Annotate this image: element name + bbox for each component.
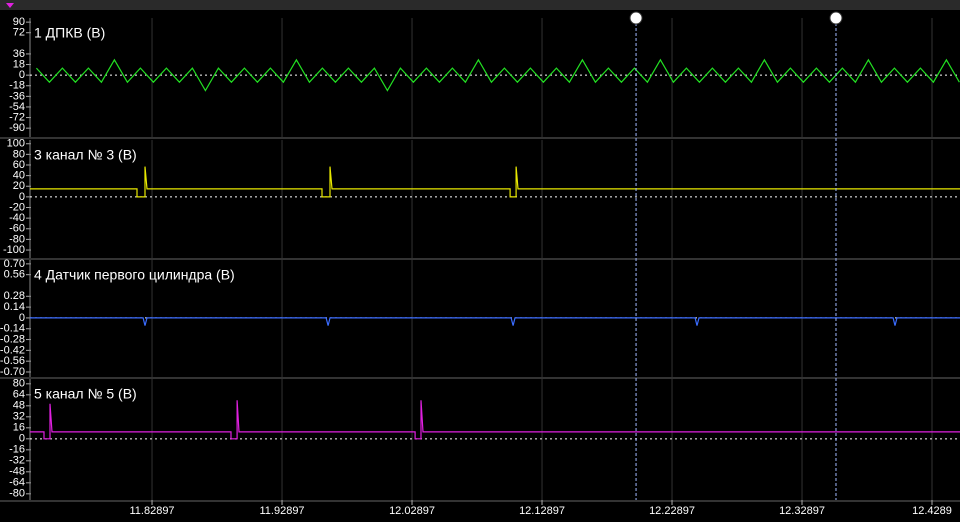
y-tick-label: 0.56	[4, 269, 25, 281]
channel-title: 3 канал № 3 (В)	[34, 147, 137, 163]
y-tick-label: -90	[9, 122, 25, 134]
toolbar	[0, 0, 960, 10]
y-tick-label: 40	[13, 170, 25, 182]
y-tick-label: 36	[13, 48, 25, 60]
y-tick-label: 64	[13, 389, 25, 401]
cursor-handle	[629, 11, 643, 25]
y-tick-label: -80	[9, 488, 25, 500]
x-tick-label: 11.92897	[259, 505, 304, 517]
y-tick-label: 32	[13, 411, 25, 423]
y-tick-label: 48	[13, 400, 25, 412]
x-tick-label: 11.82897	[129, 505, 174, 517]
y-tick-label: -40	[9, 212, 25, 224]
x-tick-label: 12.02897	[389, 505, 435, 517]
y-tick-label: -72	[9, 111, 25, 123]
y-tick-label: -54	[9, 101, 25, 113]
y-tick-label: -0.14	[0, 323, 25, 335]
cursor-label: 1	[633, 12, 639, 24]
marker	[6, 3, 14, 8]
y-tick-label: -64	[9, 477, 25, 489]
signal-line	[30, 166, 960, 198]
y-tick-label: 0	[19, 69, 25, 81]
y-tick-label: 60	[13, 159, 25, 171]
y-tick-label: 0.14	[4, 301, 25, 313]
x-tick-label: 12.22897	[649, 505, 695, 517]
y-tick-label: -16	[9, 444, 25, 456]
y-tick-label: 16	[13, 422, 25, 434]
y-tick-label: 90	[13, 16, 25, 28]
signal-line	[35, 58, 960, 92]
x-tick-label: 12.32897	[779, 505, 825, 517]
y-tick-label: 72	[13, 27, 25, 39]
y-tick-label: -80	[9, 233, 25, 245]
cursor-handle	[829, 11, 843, 25]
x-tick-label: 12.12897	[519, 505, 565, 517]
cursor-label: 2	[833, 12, 839, 24]
y-tick-label: 20	[13, 180, 25, 192]
y-tick-label: 18	[13, 58, 25, 70]
y-tick-label: -60	[9, 223, 25, 235]
x-tick-label: 12.4289	[912, 505, 952, 517]
signal-line	[30, 317, 960, 326]
y-tick-label: 0	[19, 191, 25, 203]
signal-line	[30, 400, 960, 440]
y-tick-label: -18	[9, 80, 25, 92]
y-tick-label: 0	[19, 433, 25, 445]
channel-title: 1 ДПКВ (В)	[34, 25, 105, 41]
y-tick-label: 80	[13, 148, 25, 160]
y-tick-label: -0.70	[0, 366, 25, 378]
y-tick-label: -20	[9, 201, 25, 213]
y-tick-label: -0.56	[0, 355, 25, 367]
y-tick-label: 0.70	[4, 258, 25, 270]
channel-title: 5 канал № 5 (В)	[34, 386, 137, 402]
y-tick-label: 0.28	[4, 290, 25, 302]
y-tick-label: 80	[13, 378, 25, 390]
y-tick-label: -48	[9, 466, 25, 478]
y-tick-label: -0.42	[0, 344, 25, 356]
y-tick-label: -0.28	[0, 333, 25, 345]
y-tick-label: -36	[9, 90, 25, 102]
y-tick-label: 0	[19, 312, 25, 324]
y-tick-label: 100	[7, 138, 25, 150]
channel-title: 4 Датчик первого цилиндра (В)	[34, 267, 235, 283]
y-tick-label: -100	[3, 244, 25, 256]
y-tick-label: -32	[9, 455, 25, 467]
